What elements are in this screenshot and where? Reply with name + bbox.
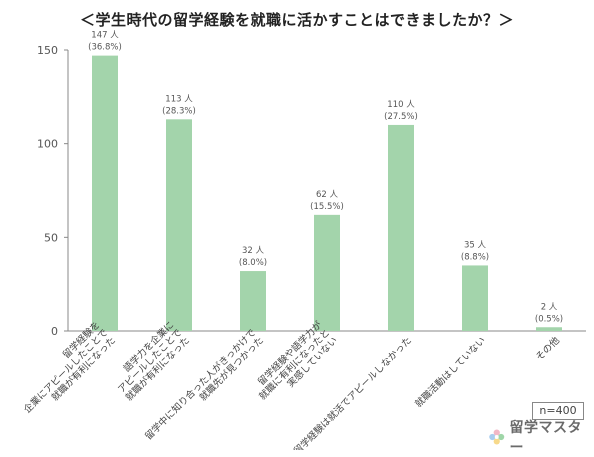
sample-size-note: n=400	[532, 402, 584, 420]
y-tick-label: 50	[44, 231, 58, 244]
data-label-percent: (0.5%)	[535, 314, 563, 324]
x-category-label-line: 企業にアピールしたことで	[21, 327, 110, 416]
x-category-label: 就職活動はしていない	[412, 334, 487, 409]
chart-title: ＜学生時代の留学経験を就職に活かすことはできましたか？＞	[79, 11, 514, 29]
data-label-percent: (28.3%)	[162, 106, 196, 116]
data-label-percent: (15.5%)	[310, 202, 344, 212]
y-tick-label: 0	[51, 325, 58, 338]
data-label-percent: (36.8%)	[88, 43, 122, 53]
x-category-label-line: 就職に有利になったと	[257, 327, 333, 403]
x-category-label-line: その他	[533, 334, 562, 363]
x-category-label-line: 就職先が見つかった	[197, 334, 266, 403]
bar	[240, 271, 266, 331]
bar	[92, 55, 118, 332]
data-label-count: 32 人	[242, 246, 265, 256]
data-label-count: 35 人	[464, 240, 487, 250]
data-label-count: 62 人	[316, 190, 339, 200]
brand-logo: 留学マスター	[488, 420, 594, 456]
y-tick-label: 100	[37, 138, 58, 151]
data-label-count: 2 人	[541, 302, 558, 312]
bar	[166, 119, 192, 332]
bar	[462, 265, 488, 331]
x-category-label: その他	[533, 334, 562, 363]
data-label-percent: (8.8%)	[461, 252, 489, 262]
data-label-percent: (27.5%)	[384, 112, 418, 122]
bar	[536, 327, 562, 331]
bar	[314, 214, 340, 331]
data-label-count: 110 人	[387, 100, 415, 110]
y-tick-label: 150	[37, 44, 58, 57]
bar	[388, 124, 414, 331]
brand-name: 留学マスター	[509, 420, 582, 456]
flower-logo-icon	[489, 429, 505, 445]
data-label-count: 113 人	[165, 94, 193, 104]
data-label-percent: (8.0%)	[239, 258, 267, 268]
data-label-count: 147 人	[91, 31, 119, 41]
x-category-label-line: 就職活動はしていない	[412, 334, 487, 409]
